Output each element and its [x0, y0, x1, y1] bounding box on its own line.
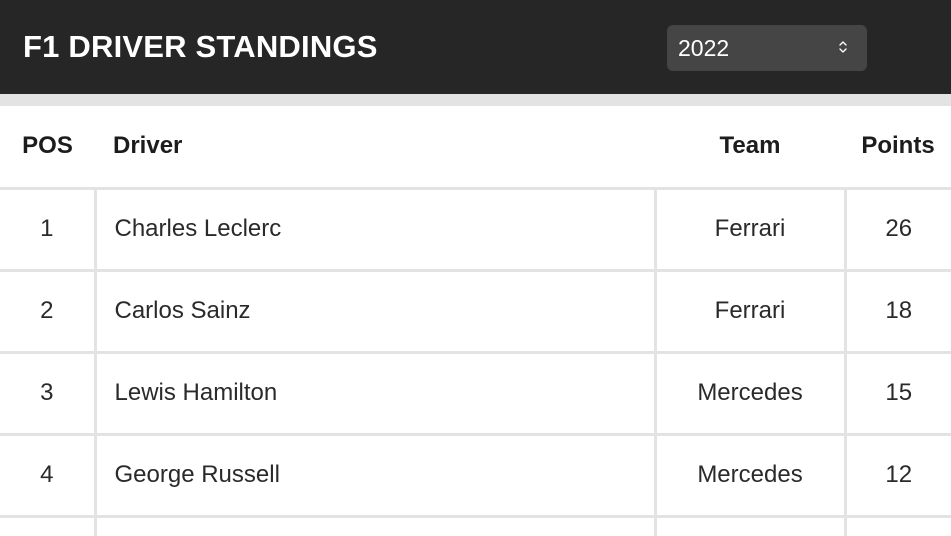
table-row[interactable]: 2 Carlos Sainz Ferrari 18 [0, 270, 951, 354]
cell-team: Ferrari [655, 188, 847, 272]
column-header-driver[interactable]: Driver [95, 106, 655, 190]
cell-team-empty [655, 516, 847, 536]
column-header-points[interactable]: Points [845, 106, 951, 190]
table-row[interactable]: 4 George Russell Mercedes 12 [0, 434, 951, 518]
header-divider [0, 94, 951, 106]
cell-pos: 1 [0, 188, 97, 272]
season-select[interactable]: 2022 [667, 25, 867, 71]
cell-points: 26 [845, 188, 951, 272]
cell-driver: Lewis Hamilton [95, 352, 657, 436]
standings-table: POS Driver Team Points 1 Charles Leclerc… [0, 106, 951, 536]
cell-driver: Carlos Sainz [95, 270, 657, 354]
cell-team: Mercedes [655, 352, 847, 436]
cell-points: 12 [845, 434, 951, 518]
cell-pos: 4 [0, 434, 97, 518]
column-header-team[interactable]: Team [655, 106, 845, 190]
cell-driver: Charles Leclerc [95, 188, 657, 272]
table-header-row: POS Driver Team Points [0, 106, 951, 190]
cell-pos: 3 [0, 352, 97, 436]
cell-driver-empty [95, 516, 657, 536]
cell-points-empty [845, 516, 951, 536]
table-row[interactable]: 3 Lewis Hamilton Mercedes 15 [0, 352, 951, 436]
season-select-value: 2022 [678, 35, 730, 61]
cell-points: 18 [845, 270, 951, 354]
cell-pos-empty [0, 516, 97, 536]
cell-points: 15 [845, 352, 951, 436]
table-row[interactable]: 1 Charles Leclerc Ferrari 26 [0, 188, 951, 272]
column-header-pos[interactable]: POS [0, 106, 95, 190]
cell-pos: 2 [0, 270, 97, 354]
page-title: F1 DRIVER STANDINGS [23, 29, 378, 64]
app-header: F1 DRIVER STANDINGS 2022 [0, 0, 951, 94]
cell-team: Mercedes [655, 434, 847, 518]
table-row-partial [0, 516, 951, 536]
chevron-up-down-icon [839, 41, 847, 53]
cell-driver: George Russell [95, 434, 657, 518]
cell-team: Ferrari [655, 270, 847, 354]
